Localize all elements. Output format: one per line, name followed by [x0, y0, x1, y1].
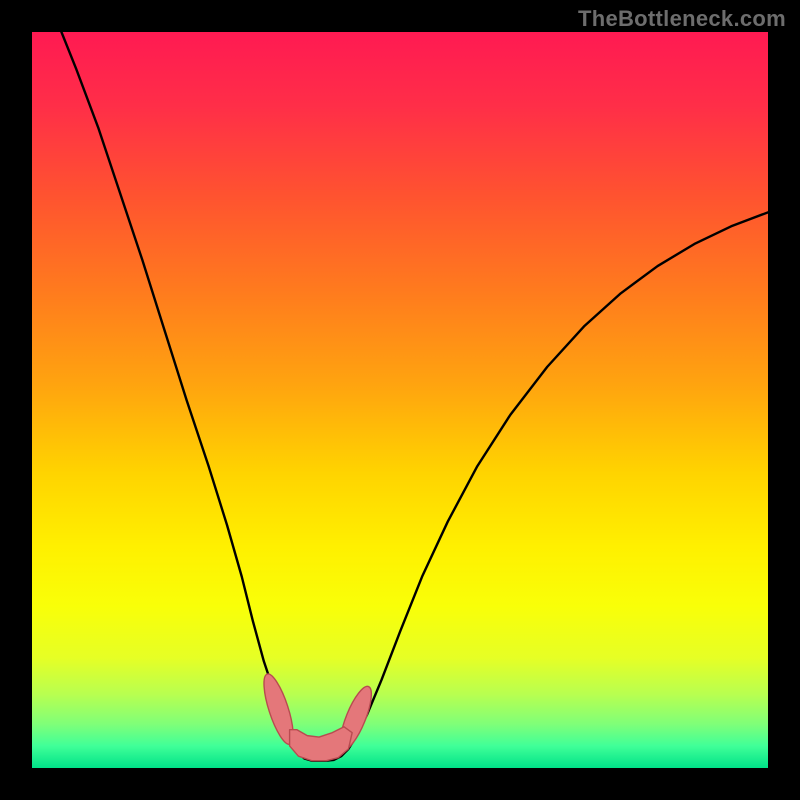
bottleneck-chart — [32, 32, 768, 768]
chart-background — [32, 32, 768, 768]
watermark-text: TheBottleneck.com — [578, 6, 786, 32]
chart-svg — [32, 32, 768, 768]
